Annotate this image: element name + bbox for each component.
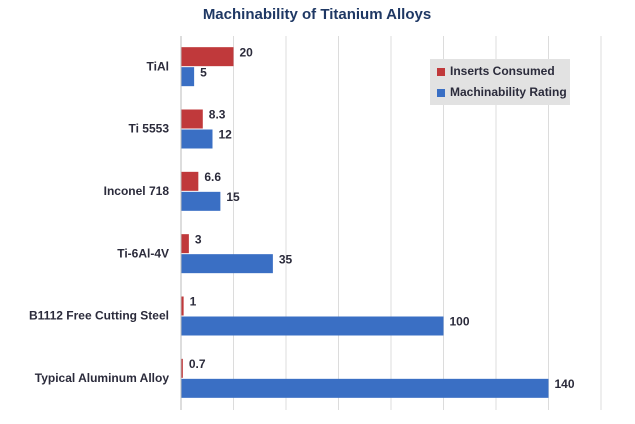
y-tick-label: TiAl: [147, 59, 169, 73]
value-label: 3: [195, 232, 202, 246]
y-tick-label: B1112 Free Cutting Steel: [29, 309, 169, 323]
bar: [181, 129, 213, 149]
bar: [181, 378, 549, 398]
y-tick-label: Inconel 718: [104, 184, 170, 198]
value-label: 6.6: [204, 170, 221, 184]
value-label: 12: [219, 128, 233, 142]
bar: [181, 67, 195, 87]
bar: [181, 254, 273, 274]
value-label: 20: [240, 45, 254, 59]
value-label: 100: [450, 315, 470, 329]
y-tick-label: Ti 5553: [129, 122, 170, 136]
value-label: 1: [190, 295, 197, 309]
legend-box: [430, 59, 570, 105]
value-label: 5: [200, 65, 207, 79]
bar: [181, 109, 203, 129]
value-label: 8.3: [209, 108, 226, 122]
bar: [181, 296, 184, 316]
legend: Inserts Consumed Machinability Rating: [430, 59, 570, 105]
chart-title: Machinability of Titanium Alloys: [203, 6, 431, 23]
legend-swatch: [437, 68, 445, 76]
value-label: 140: [555, 377, 575, 391]
bar: [181, 171, 199, 191]
bar: [181, 316, 444, 336]
y-tick-label: Ti-6Al-4V: [117, 246, 169, 260]
value-label: 0.7: [189, 357, 206, 371]
value-label: 15: [226, 190, 240, 204]
bar: [181, 234, 189, 254]
bar: [181, 358, 183, 378]
value-label: 35: [279, 252, 293, 266]
legend-label: Inserts Consumed: [450, 64, 555, 78]
legend-swatch: [437, 89, 445, 97]
bar: [181, 47, 234, 67]
bar: [181, 191, 221, 211]
legend-label: Machinability Rating: [450, 85, 567, 99]
y-tick-label: Typical Aluminum Alloy: [35, 371, 170, 385]
